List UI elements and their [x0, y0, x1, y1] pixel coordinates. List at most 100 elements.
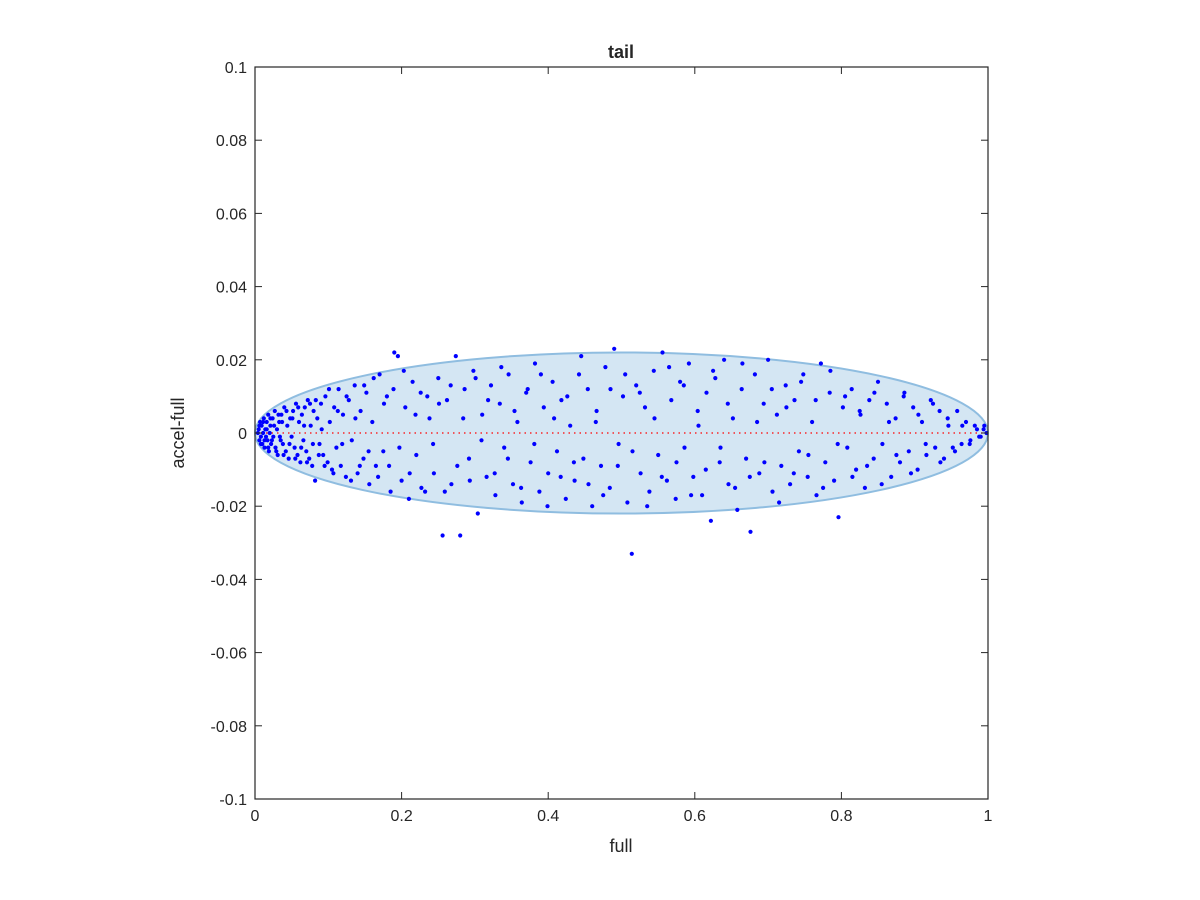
scatter-point	[475, 511, 480, 516]
scatter-point	[286, 456, 291, 461]
scatter-point	[601, 493, 606, 498]
scatter-point	[266, 412, 271, 417]
scatter-point	[823, 460, 828, 465]
scatter-point	[955, 408, 960, 414]
scatter-point	[872, 390, 877, 395]
scatter-point	[545, 504, 550, 509]
scatter-point	[739, 387, 744, 392]
scatter-point	[836, 515, 841, 520]
x-tick-label: 0.6	[684, 808, 706, 825]
scatter-point	[813, 398, 818, 403]
scatter-point	[933, 445, 938, 450]
scatter-point	[559, 398, 564, 403]
scatter-point	[733, 485, 738, 490]
scatter-point	[329, 467, 335, 472]
scatter-point	[276, 412, 281, 417]
scatter-point	[923, 441, 928, 447]
scatter-point	[355, 471, 360, 476]
scatter-point	[471, 368, 476, 373]
scatter-point	[674, 460, 679, 465]
x-tick-label: 0.8	[830, 808, 852, 825]
scatter-point	[436, 376, 441, 381]
scatter-point	[397, 445, 402, 450]
scatter-point	[850, 474, 855, 479]
scatter-point	[565, 394, 570, 399]
scatter-point	[515, 419, 520, 425]
scatter-point	[406, 496, 411, 501]
scatter-point	[673, 496, 678, 501]
scatter-point	[313, 398, 318, 403]
scatter-point	[267, 430, 272, 436]
scatter-point	[512, 408, 517, 414]
scatter-point	[519, 500, 524, 505]
scatter-point	[322, 463, 327, 468]
scatter-point	[269, 441, 274, 447]
scatter-point	[528, 460, 533, 465]
scatter-point	[740, 361, 745, 366]
x-tick-label: 1	[984, 808, 993, 825]
scatter-point	[525, 387, 530, 392]
chart-title: tail	[608, 42, 634, 62]
scatter-point	[612, 346, 617, 351]
scatter-point	[911, 405, 916, 410]
scatter-point	[399, 478, 404, 483]
scatter-point	[436, 401, 442, 406]
scatter-point	[747, 474, 752, 479]
scatter-point	[326, 387, 332, 392]
scatter-point	[453, 354, 458, 359]
scatter-point	[348, 478, 354, 483]
scatter-point	[792, 398, 797, 403]
y-tick-label: 0	[238, 426, 247, 443]
scatter-point	[924, 452, 929, 458]
scatter-point	[532, 361, 538, 366]
scatter-point	[645, 504, 650, 509]
scatter-point	[346, 398, 351, 403]
scatter-point	[691, 474, 696, 479]
scatter-point	[295, 452, 300, 458]
scatter-point	[275, 452, 280, 458]
scatter-point	[444, 398, 450, 403]
scatter-point	[258, 441, 263, 447]
scatter-point	[585, 387, 590, 392]
scatter-point	[865, 463, 870, 468]
scatter-point	[407, 471, 412, 476]
scatter-point	[593, 419, 598, 425]
x-tick-label: 0	[251, 808, 260, 825]
scatter-point	[316, 452, 321, 458]
scatter-point	[968, 438, 973, 443]
scatter-point	[419, 485, 424, 490]
scatter-point	[937, 408, 942, 414]
scatter-point	[894, 452, 899, 458]
scatter-point	[959, 441, 964, 447]
scatter-point	[315, 416, 320, 421]
scatter-point	[550, 379, 555, 384]
scatter-point	[371, 376, 376, 381]
scatter-point	[814, 493, 819, 498]
scatter-point	[538, 372, 544, 377]
scatter-point	[479, 438, 484, 443]
scatter-point	[950, 445, 955, 450]
scatter-point	[298, 460, 303, 465]
scatter-point	[273, 445, 278, 450]
scatter-point	[311, 408, 316, 414]
scatter-point	[440, 533, 445, 538]
scatter-point	[972, 423, 977, 428]
y-axis-label: accel-full	[168, 397, 188, 468]
scatter-point	[579, 354, 584, 359]
scatter-point	[810, 419, 815, 425]
x-tick-label: 0.4	[537, 808, 559, 825]
scatter-point	[381, 449, 386, 454]
scatter-point	[268, 416, 273, 421]
scatter-point	[462, 387, 467, 392]
y-tick-label: -0.02	[211, 499, 248, 516]
scatter-point	[630, 449, 635, 454]
scatter-point	[268, 423, 273, 428]
scatter-point	[343, 474, 348, 479]
scatter-point	[519, 485, 524, 490]
scatter-point	[777, 500, 782, 505]
scatter-point	[862, 485, 868, 490]
scatter-point	[302, 405, 307, 410]
axis-ticks: 0 0.2 0.4 0.6 0.8 1 -0.1 -0.08 -0.06 -0.04 -0.02 0 0…	[211, 60, 993, 825]
scatter-point	[321, 452, 326, 458]
scatter-point	[634, 383, 639, 388]
